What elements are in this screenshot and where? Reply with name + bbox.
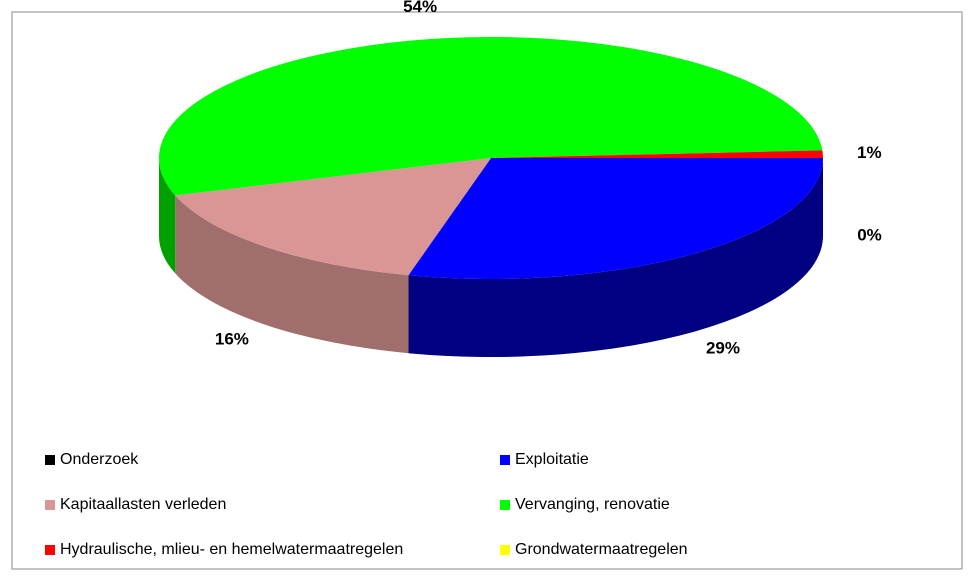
slice: [491, 150, 823, 158]
legend-swatch: [500, 500, 510, 510]
legend-label: Grondwatermaatregelen: [515, 541, 688, 558]
legend-swatch: [45, 455, 55, 465]
slice-side: [159, 158, 176, 274]
legend-label: Onderzoek: [60, 451, 139, 468]
slice: [408, 158, 823, 279]
data-label: 16%: [215, 330, 249, 349]
slice: [175, 158, 491, 276]
data-label: 0%: [857, 225, 882, 244]
legend-swatch: [500, 545, 510, 555]
slice-side: [175, 195, 409, 354]
legend-label: Exploitatie: [515, 451, 589, 468]
legend-label: Kapitaallasten verleden: [60, 496, 226, 513]
legend-swatch: [45, 500, 55, 510]
slice-side: [408, 158, 823, 357]
legend-label: Vervanging, renovatie: [515, 496, 670, 513]
legend-swatch: [500, 455, 510, 465]
data-label: 1%: [857, 143, 882, 162]
legend-swatch: [45, 545, 55, 555]
legend-label: Hydraulische, mlieu- en hemelwatermaatre…: [60, 541, 403, 558]
slice: [158, 36, 823, 196]
data-label: 29%: [706, 338, 740, 357]
data-label: 54%: [403, 0, 437, 16]
